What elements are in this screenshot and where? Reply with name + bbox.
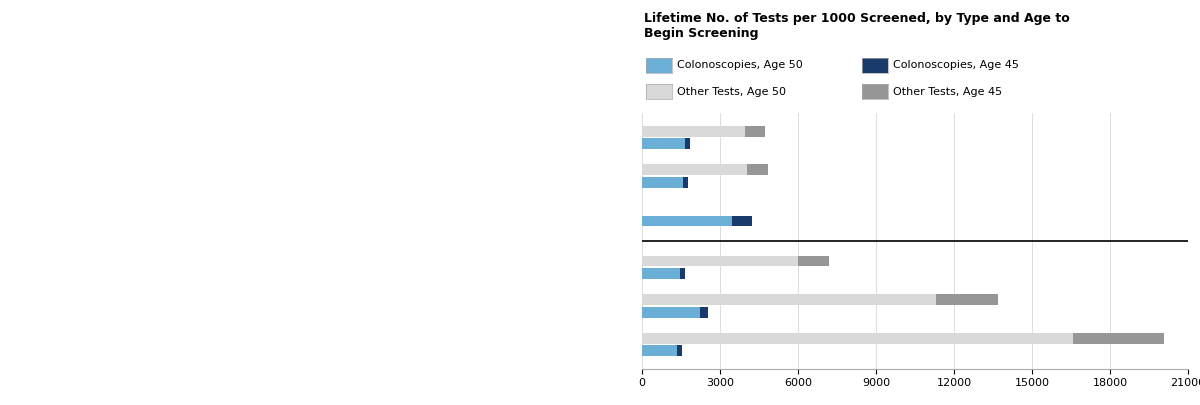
Bar xyxy=(642,177,683,188)
Text: Lifetime No. of Tests per 1000 Screened, by Type and Age to
Begin Screening: Lifetime No. of Tests per 1000 Screened,… xyxy=(644,12,1070,40)
Bar xyxy=(642,126,744,136)
Bar xyxy=(642,87,1034,98)
Bar xyxy=(685,138,690,149)
Bar xyxy=(642,256,798,266)
Bar xyxy=(680,384,685,395)
Bar xyxy=(642,268,680,279)
Bar xyxy=(798,256,829,266)
Bar xyxy=(1056,372,1147,383)
Bar xyxy=(748,164,768,175)
Bar xyxy=(692,99,700,110)
Text: Other Tests, Age 50: Other Tests, Age 50 xyxy=(677,87,786,96)
Bar xyxy=(683,177,688,188)
Bar xyxy=(642,384,680,395)
Text: Colonoscopies, Age 45: Colonoscopies, Age 45 xyxy=(893,60,1019,70)
Bar xyxy=(732,215,752,226)
Bar xyxy=(642,138,685,149)
Bar xyxy=(1034,87,1127,98)
Bar xyxy=(642,294,936,305)
Bar xyxy=(642,372,1056,383)
Bar xyxy=(680,268,685,279)
Bar xyxy=(642,307,700,318)
Bar xyxy=(642,215,732,226)
Bar xyxy=(642,99,692,110)
Bar xyxy=(1073,333,1164,344)
Bar xyxy=(744,126,764,136)
Bar xyxy=(642,345,677,356)
Bar xyxy=(677,345,682,356)
Bar xyxy=(700,307,708,318)
Bar xyxy=(642,333,1073,344)
Text: Other Tests, Age 45: Other Tests, Age 45 xyxy=(893,87,1002,96)
Bar xyxy=(642,164,748,175)
Text: Colonoscopies, Age 50: Colonoscopies, Age 50 xyxy=(677,60,803,70)
Bar xyxy=(936,294,998,305)
